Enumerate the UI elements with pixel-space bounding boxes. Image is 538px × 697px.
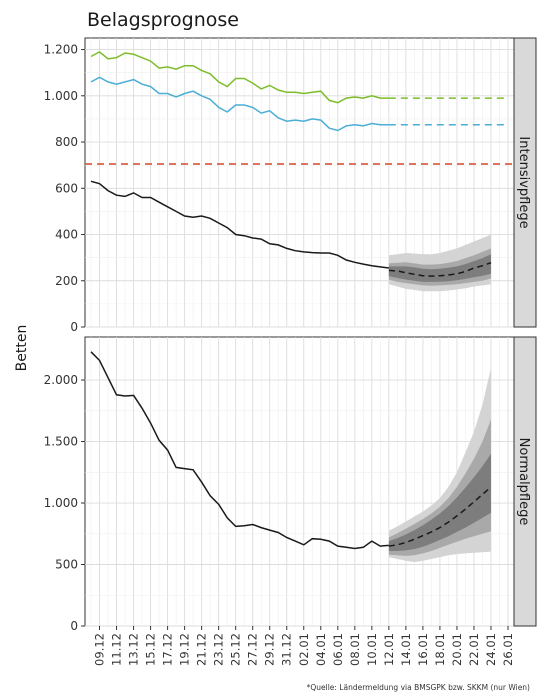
facet-strip xyxy=(513,37,537,328)
observed-line xyxy=(90,351,389,550)
x-tick-label: 21.12 xyxy=(195,633,209,666)
x-tick-label: 24.01 xyxy=(484,633,498,666)
forecast-band-inner xyxy=(388,453,491,551)
y-tick-label: 1.500 xyxy=(44,435,78,449)
x-tick-label: 26.01 xyxy=(501,633,515,666)
x-tick-label: 17.12 xyxy=(161,633,175,666)
facet-strip-label: Intensivpflege xyxy=(516,136,531,228)
x-tick-label: 18.01 xyxy=(433,633,447,666)
y-tick-label: 200 xyxy=(55,274,78,288)
forecast-median-line xyxy=(388,486,492,547)
x-tick-label: 02.01 xyxy=(297,633,311,666)
y-tick-label: 0 xyxy=(70,619,78,633)
y-tick-label: 600 xyxy=(55,181,78,195)
facet-strip xyxy=(513,336,537,627)
x-tick-label: 13.12 xyxy=(127,633,141,666)
source-note: *Quelle: Ländermeldung via BMSGPK bzw. S… xyxy=(307,683,530,692)
x-tick-label: 22.01 xyxy=(467,633,481,666)
y-tick-label: 1.000 xyxy=(44,496,78,510)
observed-line xyxy=(90,180,389,269)
x-tick-label: 29.12 xyxy=(263,633,277,666)
x-tick-label: 10.01 xyxy=(365,633,379,666)
x-tick-label: 16.01 xyxy=(416,633,430,666)
y-tick-label: 500 xyxy=(55,558,78,572)
forecast-median-line xyxy=(388,261,492,277)
x-tick-label: 25.12 xyxy=(229,633,243,666)
y-axis-label: Betten xyxy=(14,325,30,372)
capacity-line-green xyxy=(90,51,389,104)
y-tick-label: 1.200 xyxy=(44,43,78,57)
x-tick-label: 31.12 xyxy=(280,633,294,666)
x-axis: 09.12 11.12 13.12 15.12 17.12 19.12 21.12 23.12… xyxy=(93,626,515,666)
x-tick-label: 06.01 xyxy=(331,633,345,666)
x-tick-label: 04.01 xyxy=(314,633,328,666)
panel-intensivpflege: 0 200 400 600 800 1.000 1.200 Intensivpflege xyxy=(44,37,537,334)
x-tick-label: 12.01 xyxy=(382,633,396,666)
x-tick-label: 27.12 xyxy=(246,633,260,666)
y-tick-label: 2.000 xyxy=(44,373,78,387)
y-tick-label: 400 xyxy=(55,228,78,242)
x-tick-label: 20.01 xyxy=(450,633,464,666)
y-tick-label: 800 xyxy=(55,135,78,149)
chart-title: Belagsprognose xyxy=(87,9,239,31)
panel-normalpflege: 0 500 1.000 1.500 2.000 Normalpflege xyxy=(44,336,537,633)
x-tick-label: 14.01 xyxy=(399,633,413,666)
x-tick-label: 23.12 xyxy=(212,633,226,666)
x-tick-label: 09.12 xyxy=(93,633,107,666)
facet-strip-label: Normalpflege xyxy=(516,438,531,526)
x-tick-label: 15.12 xyxy=(144,633,158,666)
y-tick-label: 1.000 xyxy=(44,89,78,103)
capacity-line-blue xyxy=(90,76,389,132)
y-tick-label: 0 xyxy=(70,320,78,334)
x-tick-label: 19.12 xyxy=(178,633,192,666)
x-tick-label: 08.01 xyxy=(348,633,362,666)
panel-frame xyxy=(84,336,515,627)
x-tick-label: 11.12 xyxy=(110,633,124,666)
